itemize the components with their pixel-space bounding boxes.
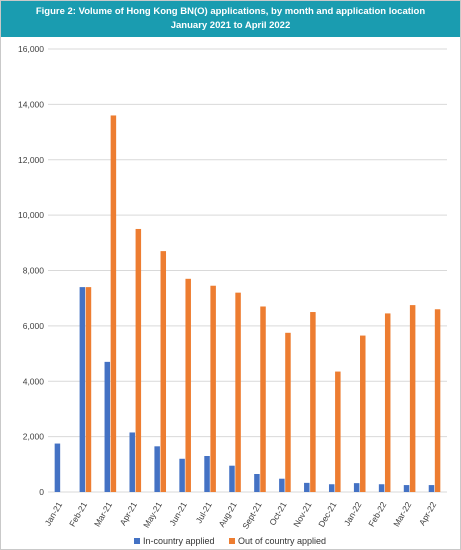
chart-subtitle: January 2021 to April 2022 — [170, 20, 291, 31]
bar-out-of-country — [384, 313, 391, 492]
bar-out-of-country — [335, 371, 341, 492]
x-tick-label: Jan-22 — [342, 500, 364, 528]
y-axis-tick-labels: 0 2,000 4,000 6,000 8,000 10,000 12,000 14,000 1… — [18, 44, 44, 497]
bar-in-country — [104, 361, 111, 492]
y-tick-label: 14,000 — [18, 99, 44, 109]
bar-out-of-country — [409, 305, 416, 492]
x-tick-label: Sept-21 — [240, 500, 264, 531]
bar-in-country — [79, 287, 86, 492]
bar-in-country — [403, 485, 410, 492]
legend-label-out-of-country: Out of country applied — [238, 536, 327, 546]
y-tick-label: 16,000 — [18, 44, 44, 54]
legend-label-in-country: In-country applied — [143, 536, 215, 546]
bar-in-country — [254, 474, 260, 492]
y-tick-label: 2,000 — [23, 432, 45, 442]
bar-in-country — [179, 458, 185, 492]
bar-in-country — [378, 484, 385, 492]
x-tick-label: Mar-22 — [391, 500, 413, 529]
bar-in-country — [229, 465, 235, 492]
bar-out-of-country — [110, 115, 117, 492]
bar-in-country — [154, 446, 160, 492]
figure-header: Figure 2: Volume of Hong Kong BN(O) appl… — [1, 1, 460, 37]
bar-in-country — [353, 483, 360, 492]
y-tick-label: 0 — [39, 487, 44, 497]
bar-out-of-country — [285, 332, 291, 492]
x-tick-label: Nov-21 — [291, 500, 313, 529]
bar-out-of-country — [434, 309, 441, 492]
y-tick-label: 6,000 — [23, 321, 45, 331]
y-tick-label: 10,000 — [18, 210, 44, 220]
x-tick-label: Apr-21 — [118, 500, 140, 527]
bar-in-country — [129, 432, 135, 492]
bar-in-country — [304, 482, 310, 492]
legend-item-out-of-country: Out of country applied — [229, 536, 326, 546]
x-axis-tick-labels: Jan-21 Feb-21 Mar-21 Apr-21 May-21 Jun-21 Jul-… — [43, 500, 439, 531]
x-tick-label: May-21 — [141, 500, 164, 530]
legend-item-in-country: In-country applied — [134, 536, 215, 546]
x-tick-label: Apr-22 — [417, 500, 439, 527]
x-tick-label: Dec-21 — [316, 500, 338, 529]
chart-title: Figure 2: Volume of Hong Kong BN(O) appl… — [35, 6, 426, 17]
x-tick-label: Jun-21 — [167, 500, 189, 528]
x-tick-label: Jul-21 — [194, 500, 214, 525]
bar-out-of-country — [85, 287, 92, 492]
bar-in-country — [428, 485, 435, 492]
x-tick-label: Feb-22 — [366, 500, 388, 529]
bar-out-of-country — [185, 278, 191, 492]
x-tick-label: Feb-21 — [67, 500, 89, 529]
bar-in-country — [54, 443, 61, 492]
x-tick-label: Mar-21 — [92, 500, 114, 529]
y-tick-label: 12,000 — [18, 155, 44, 165]
bar-out-of-country — [210, 285, 216, 492]
legend: In-country applied Out of country applie… — [1, 535, 460, 549]
bar-in-country — [279, 478, 285, 492]
y-tick-label: 4,000 — [23, 376, 45, 386]
legend-swatch-out-of-country — [229, 538, 235, 544]
bar-out-of-country — [235, 292, 241, 492]
bar-out-of-country — [135, 228, 142, 492]
bar-out-of-country — [260, 306, 266, 492]
bar-chart: 0 2,000 4,000 6,000 8,000 10,000 12,000 14,000 1… — [18, 44, 447, 531]
bar-in-country — [328, 484, 335, 492]
legend-swatch-in-country — [134, 538, 140, 544]
y-tick-label: 8,000 — [23, 266, 45, 276]
bar-in-country — [204, 456, 210, 492]
x-tick-label: Aug-21 — [216, 500, 239, 529]
x-tick-label: Oct-21 — [267, 500, 289, 527]
bars — [54, 115, 441, 492]
bar-out-of-country — [160, 251, 167, 492]
bar-out-of-country — [310, 312, 316, 492]
x-tick-label: Jan-21 — [43, 500, 65, 528]
bar-out-of-country — [360, 335, 366, 492]
